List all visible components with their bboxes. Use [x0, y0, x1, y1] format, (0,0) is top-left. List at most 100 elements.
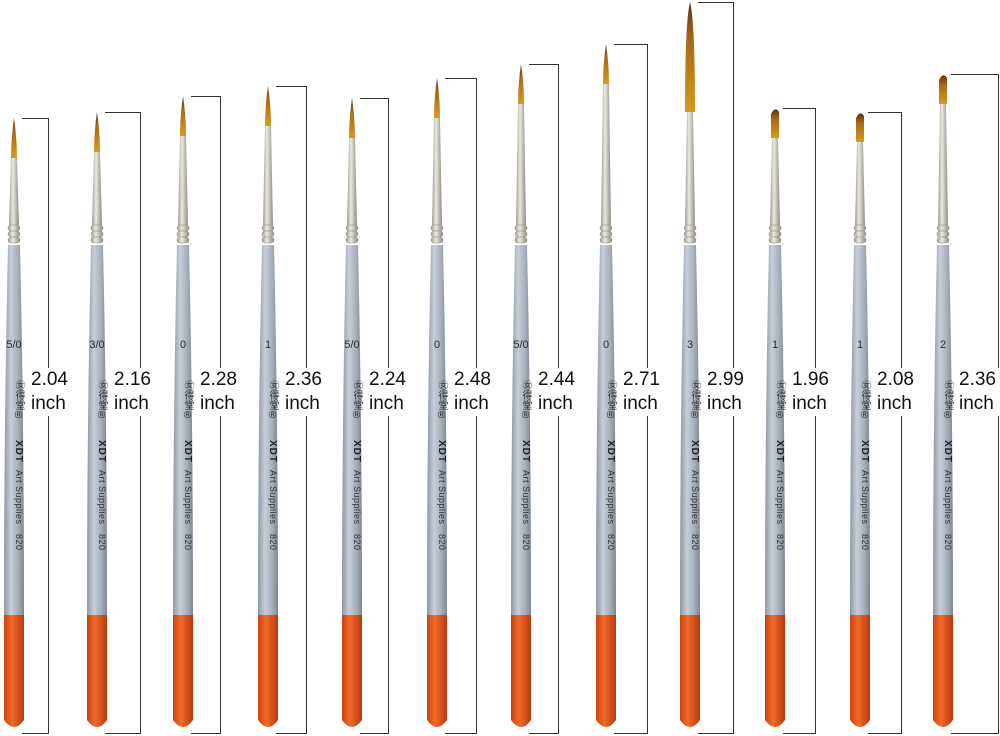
bristle-tip: [685, 2, 695, 112]
brush-illustration: [173, 96, 193, 727]
ferrule-ring: [683, 230, 697, 238]
handle-model: 820: [690, 533, 700, 551]
handle-line-text: Art Supplies 820: [511, 470, 531, 550]
length-unit: inch: [369, 393, 404, 414]
handle-model: 820: [943, 533, 953, 551]
handle-model: 820: [606, 533, 616, 551]
ferrule: [516, 104, 526, 225]
handle-line: Art Supplies: [860, 470, 870, 525]
length-label: 2.28 inch: [200, 368, 260, 416]
handle-line-text: Art Supplies 820: [258, 470, 278, 550]
handle-end: [87, 615, 107, 727]
ferrule-ring: [261, 236, 275, 244]
brush-12: 2 ㊛得堂® XDT Art Supplies 820: [923, 0, 963, 736]
length-unit: inch: [31, 393, 66, 414]
ferrule-ring: [430, 224, 444, 232]
ferrule-ring: [345, 236, 359, 244]
bristle-tip: [180, 96, 186, 136]
ferrule-ring: [768, 230, 782, 238]
handle-model: 820: [97, 533, 107, 551]
brush-illustration: [765, 109, 785, 727]
handle-line: Art Supplies: [943, 470, 953, 525]
length-label: 2.44 inch: [538, 368, 598, 416]
handle-line: Art Supplies: [97, 470, 107, 525]
brush-size-label: 5/0: [6, 339, 22, 351]
ferrule-ring: [768, 236, 782, 244]
handle-brand: XDT: [182, 440, 193, 463]
ferrule-ring: [7, 230, 21, 238]
brush-handle: [173, 245, 193, 615]
handle-line: Art Supplies: [14, 470, 24, 525]
ferrule-ring: [430, 230, 444, 238]
brush-size-label: 5/0: [344, 339, 360, 351]
brush-size-label: 1: [771, 339, 779, 351]
length-unit: inch: [792, 393, 827, 414]
brush-handle: [87, 245, 107, 615]
ferrule-ring: [176, 224, 190, 232]
bristle-tip: [771, 109, 779, 138]
length-label: 2.24 inch: [369, 368, 429, 416]
length-label: 2.36 inch: [285, 368, 345, 416]
length-value: 2.36: [959, 369, 996, 390]
handle-brand: XDT: [689, 440, 700, 463]
handle-brand-cjk: ㊛得堂®: [942, 380, 953, 421]
handle-line: Art Supplies: [775, 470, 785, 525]
length-value: 1.96: [792, 369, 829, 390]
handle-brand-cjk: ㊛得堂®: [774, 380, 785, 421]
ferrule: [9, 158, 19, 225]
handle-line-text: Art Supplies 820: [850, 470, 870, 550]
ferrule-ring: [176, 230, 190, 238]
length-unit: inch: [623, 393, 658, 414]
handle-end: [4, 615, 24, 727]
length-value: 2.99: [707, 369, 744, 390]
ferrule-ring: [853, 224, 867, 232]
ferrule-ring: [90, 224, 104, 232]
handle-line-text: Art Supplies 820: [765, 470, 785, 550]
ferrule-ring: [261, 224, 275, 232]
length-value: 2.04: [31, 369, 68, 390]
brush-8: 0 ㊛得堂® XDT Art Supplies 820: [586, 0, 626, 736]
brush-handle: [4, 245, 24, 615]
brush-size-label: 0: [433, 339, 441, 351]
length-unit: inch: [285, 393, 320, 414]
bristle-tip: [265, 86, 271, 126]
brush-handle: [511, 245, 531, 615]
ferrule-ring: [7, 236, 21, 244]
ferrule-ring: [514, 230, 528, 238]
ferrule-ring: [261, 230, 275, 238]
handle-model: 820: [183, 533, 193, 551]
length-value: 2.71: [623, 369, 660, 390]
length-bracket: [783, 108, 816, 734]
length-value: 2.08: [877, 369, 914, 390]
brush-3: 0 ㊛得堂® XDT Art Supplies 820: [163, 0, 203, 736]
brush-illustration: [258, 86, 278, 727]
length-label: 2.08 inch: [877, 368, 937, 416]
brush-7: 5/0 ㊛得堂® XDT Art Supplies 820: [501, 0, 541, 736]
ferrule-ring: [90, 236, 104, 244]
brush-handle: [342, 245, 362, 615]
brush-6: 0 ㊛得堂® XDT Art Supplies 820: [417, 0, 457, 736]
handle-line-text: Art Supplies 820: [87, 470, 107, 550]
handle-brand-cjk: ㊛得堂®: [351, 380, 362, 421]
ferrule: [432, 118, 442, 225]
length-unit: inch: [538, 393, 573, 414]
handle-model: 820: [268, 533, 278, 551]
handle-end: [342, 615, 362, 727]
brush-illustration: [4, 118, 24, 727]
ferrule: [347, 138, 357, 225]
handle-brand-cjk: ㊛得堂®: [520, 380, 531, 421]
handle-brand: XDT: [774, 440, 785, 463]
handle-end: [511, 615, 531, 727]
ferrule-ring: [599, 236, 613, 244]
handle-model: 820: [437, 533, 447, 551]
ferrule-ring: [345, 230, 359, 238]
handle-model: 820: [860, 533, 870, 551]
handle-brand: XDT: [520, 440, 531, 463]
ferrule-ring: [936, 230, 950, 238]
bristle-tip: [939, 75, 947, 104]
brush-illustration: [87, 112, 107, 727]
bristle-tip: [856, 113, 864, 142]
handle-model: 820: [14, 533, 24, 551]
length-value: 2.44: [538, 369, 575, 390]
